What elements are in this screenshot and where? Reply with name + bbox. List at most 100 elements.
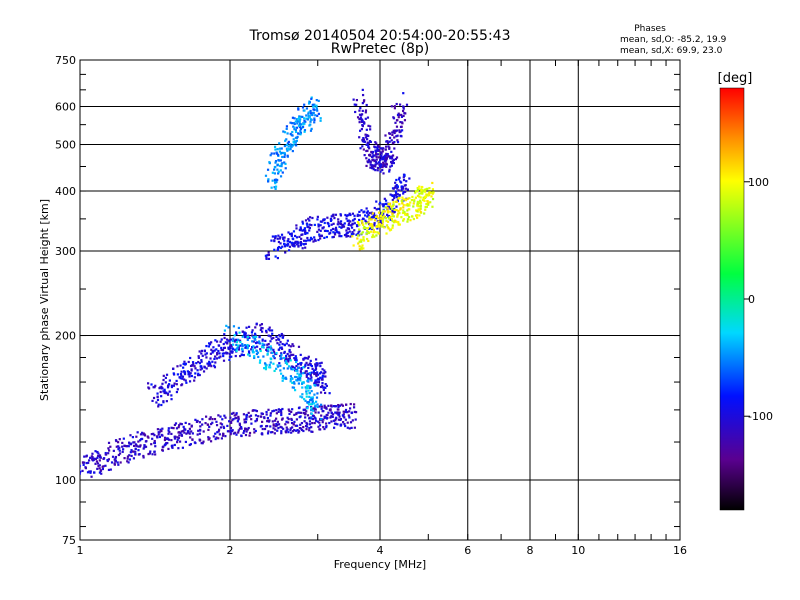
data-point bbox=[357, 231, 360, 234]
data-point bbox=[361, 119, 364, 122]
data-point bbox=[130, 454, 133, 458]
chart-title: Tromsø 20140504 20:54:00-20:55:43 bbox=[249, 28, 511, 44]
data-point bbox=[111, 455, 115, 458]
data-point bbox=[301, 106, 305, 109]
data-point bbox=[282, 427, 285, 430]
data-point bbox=[393, 136, 396, 139]
data-point bbox=[235, 339, 238, 342]
data-point bbox=[330, 215, 333, 218]
data-point bbox=[229, 433, 232, 436]
data-point bbox=[157, 405, 160, 408]
data-point bbox=[321, 376, 324, 379]
data-point bbox=[308, 420, 312, 423]
data-point bbox=[94, 457, 98, 461]
data-point bbox=[347, 223, 350, 227]
data-point bbox=[200, 359, 203, 362]
data-point bbox=[377, 211, 381, 214]
data-point bbox=[373, 222, 376, 225]
data-point bbox=[424, 205, 427, 209]
data-point bbox=[243, 331, 246, 334]
data-point bbox=[201, 442, 204, 445]
data-point bbox=[277, 426, 280, 430]
data-point bbox=[110, 461, 114, 464]
data-point bbox=[304, 242, 307, 245]
data-point bbox=[282, 367, 285, 370]
data-point bbox=[270, 239, 273, 242]
data-point bbox=[302, 243, 306, 246]
data-point bbox=[319, 385, 323, 389]
data-point bbox=[295, 227, 298, 230]
data-point bbox=[389, 193, 392, 196]
data-point bbox=[132, 441, 135, 444]
data-point bbox=[153, 441, 156, 445]
data-point bbox=[295, 424, 299, 427]
data-point bbox=[297, 366, 300, 370]
data-point bbox=[282, 236, 285, 239]
y-tick-label: 100 bbox=[55, 474, 76, 487]
data-point bbox=[339, 213, 342, 216]
data-point bbox=[391, 209, 394, 212]
data-point bbox=[310, 426, 313, 429]
data-point bbox=[263, 367, 266, 370]
data-point bbox=[241, 330, 244, 333]
data-point bbox=[362, 247, 365, 250]
data-point bbox=[313, 421, 316, 425]
data-point bbox=[220, 423, 224, 426]
data-point bbox=[368, 218, 371, 221]
data-point bbox=[387, 214, 391, 218]
data-point bbox=[306, 401, 309, 404]
data-point bbox=[284, 360, 288, 363]
data-point bbox=[394, 121, 397, 124]
data-point bbox=[403, 119, 407, 122]
data-point bbox=[294, 140, 297, 143]
data-point bbox=[299, 376, 302, 380]
data-point bbox=[283, 153, 287, 156]
data-point bbox=[161, 448, 164, 452]
data-point bbox=[332, 213, 335, 216]
x-tick-label: 6 bbox=[464, 544, 471, 557]
data-point bbox=[162, 390, 165, 393]
data-point bbox=[175, 390, 179, 394]
data-point bbox=[331, 227, 335, 231]
data-point bbox=[102, 465, 105, 468]
data-point bbox=[322, 426, 325, 429]
data-point bbox=[274, 161, 277, 164]
data-point bbox=[309, 112, 313, 115]
data-point bbox=[386, 206, 389, 210]
data-point bbox=[314, 364, 317, 368]
data-point bbox=[173, 437, 177, 440]
data-point bbox=[374, 215, 378, 218]
data-point bbox=[304, 408, 307, 411]
data-point bbox=[406, 188, 409, 191]
data-point bbox=[410, 215, 414, 218]
data-point bbox=[238, 427, 242, 430]
data-point bbox=[88, 459, 91, 462]
data-point bbox=[342, 225, 346, 228]
data-point bbox=[261, 327, 264, 330]
data-point bbox=[306, 357, 310, 360]
data-point bbox=[312, 111, 315, 114]
data-point bbox=[287, 238, 290, 241]
data-point bbox=[358, 210, 361, 214]
data-point bbox=[393, 107, 396, 110]
data-point bbox=[235, 343, 238, 347]
colorbar-tick-label: 100 bbox=[748, 176, 769, 189]
data-point bbox=[399, 207, 402, 210]
data-point bbox=[348, 407, 352, 410]
data-point bbox=[333, 216, 336, 220]
data-point bbox=[318, 372, 322, 375]
data-point bbox=[283, 243, 286, 246]
data-point bbox=[431, 181, 434, 185]
data-point bbox=[383, 210, 387, 213]
data-point bbox=[375, 155, 378, 159]
data-point bbox=[185, 381, 188, 384]
data-point bbox=[293, 389, 297, 392]
data-point bbox=[275, 417, 278, 420]
data-point bbox=[292, 138, 295, 141]
data-point bbox=[117, 453, 120, 457]
data-point bbox=[272, 336, 275, 340]
data-point bbox=[313, 238, 316, 241]
data-point bbox=[245, 415, 248, 418]
data-point bbox=[325, 413, 328, 417]
